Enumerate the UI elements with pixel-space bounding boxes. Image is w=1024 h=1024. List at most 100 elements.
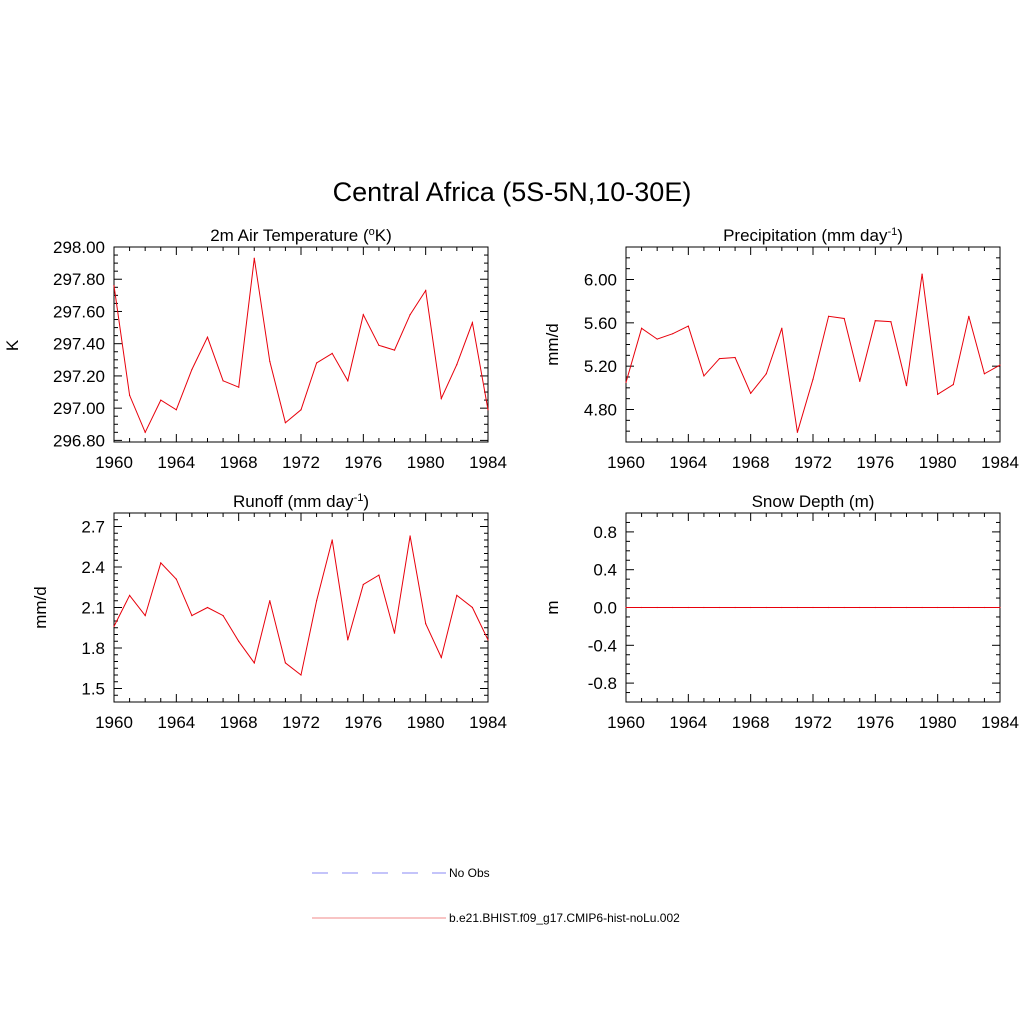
data-point [937, 393, 939, 395]
y-tick-label: -0.8 [588, 674, 617, 693]
data-point [843, 606, 845, 609]
y-tick-label: 2.1 [81, 599, 105, 618]
data-point [300, 409, 302, 411]
plot-frame [625, 246, 1001, 443]
panel-title: Snow Depth (m) [752, 492, 875, 511]
data-point [687, 325, 689, 327]
data-point [874, 606, 876, 609]
x-tick-label: 1964 [669, 713, 707, 732]
x-tick-label: 1972 [794, 713, 832, 732]
data-point [999, 364, 1001, 366]
data-point [362, 583, 364, 586]
x-tick-label: 1984 [469, 453, 507, 472]
data-point [253, 662, 255, 664]
x-tick-label: 1960 [607, 713, 645, 732]
x-tick-label: 1972 [282, 453, 320, 472]
y-axis-label: m [543, 600, 562, 614]
data-point [687, 606, 689, 609]
x-tick-label: 1972 [282, 713, 320, 732]
panel-title: 2m Air Temperature (oK) [210, 226, 392, 245]
data-point [890, 606, 892, 609]
x-tick-label: 1968 [220, 453, 258, 472]
data-point [440, 397, 442, 400]
data-point [952, 383, 954, 386]
y-tick-label: 0.8 [593, 523, 617, 542]
data-point [331, 352, 333, 354]
data-point [206, 606, 209, 609]
data-point [656, 606, 658, 609]
data-point [425, 289, 427, 292]
data-point [952, 606, 954, 609]
data-point [128, 394, 131, 396]
x-tick-label: 1976 [344, 713, 382, 732]
data-point [781, 606, 783, 609]
data-point [269, 360, 271, 363]
data-point [874, 320, 876, 322]
data-point [191, 615, 193, 617]
data-point [175, 578, 177, 580]
x-tick-label: 1968 [732, 713, 770, 732]
data-point [905, 606, 908, 609]
y-tick-label: 2.4 [81, 558, 105, 577]
data-point [471, 606, 474, 609]
x-tick-label: 1960 [95, 713, 133, 732]
y-tick-label: 0.0 [593, 599, 617, 618]
y-tick-label: 5.60 [584, 314, 617, 333]
data-point [456, 594, 458, 596]
panels: 2m Air Temperature (oK) K 1960 1964 1968 1972… [3, 226, 1019, 732]
y-axis-label: mm/d [543, 323, 562, 366]
x-tick-label: 1980 [407, 453, 445, 472]
data-point [640, 327, 643, 329]
data-point [253, 257, 255, 259]
data-point [362, 314, 364, 316]
figure-title: Central Africa (5S-5N,10-30E) [333, 177, 692, 207]
data-point [625, 606, 627, 609]
data-point [765, 606, 767, 609]
y-tick-label: -0.4 [588, 636, 617, 655]
data-point [487, 409, 489, 411]
data-point [315, 362, 318, 364]
data-point [456, 364, 458, 366]
data-point [983, 373, 986, 375]
data-point [672, 606, 674, 609]
y-tick-label: 297.80 [53, 270, 105, 289]
data-point [812, 606, 814, 609]
data-point [222, 380, 224, 382]
series-line [113, 258, 489, 434]
data-point [703, 375, 705, 377]
y-tick-label: 0.4 [593, 561, 617, 580]
y-tick-label: 2.7 [81, 518, 105, 537]
data-point [843, 317, 845, 320]
x-tick-label: 1984 [981, 453, 1019, 472]
data-point [999, 606, 1001, 609]
x-tick-label: 1964 [669, 453, 707, 472]
panel-title: Runoff (mm day-1) [233, 492, 369, 511]
y-tick-label: 297.00 [53, 399, 105, 418]
x-tick-label: 1984 [981, 713, 1019, 732]
x-tick-label: 1980 [919, 453, 957, 472]
chart-panel-3: Runoff (mm day-1) mm/d 1960 1964 1968 1972 197… [31, 492, 507, 732]
data-point [796, 431, 799, 433]
data-point [393, 349, 396, 351]
data-point [625, 381, 627, 384]
data-point [765, 373, 767, 375]
y-tick-label: 297.20 [53, 367, 105, 386]
data-point [812, 378, 814, 380]
data-point [718, 357, 721, 360]
series-line [625, 274, 1001, 433]
x-tick-label: 1976 [344, 453, 382, 472]
data-point [425, 623, 427, 625]
data-point [393, 632, 396, 634]
data-point [206, 336, 209, 338]
y-tick-label: 297.60 [53, 302, 105, 321]
data-point [331, 539, 333, 541]
data-point [672, 333, 674, 335]
data-point [921, 273, 923, 275]
legend-label: No Obs [449, 866, 490, 880]
x-tick-label: 1976 [856, 453, 894, 472]
chart-panel-1: 2m Air Temperature (oK) K 1960 1964 1968 1972… [3, 226, 507, 472]
y-tick-label: 296.80 [53, 431, 105, 450]
panel-title: Precipitation (mm day-1) [723, 226, 903, 245]
legend-label: b.e21.BHIST.f09_g17.CMIP6-hist-noLu.002 [449, 911, 680, 925]
